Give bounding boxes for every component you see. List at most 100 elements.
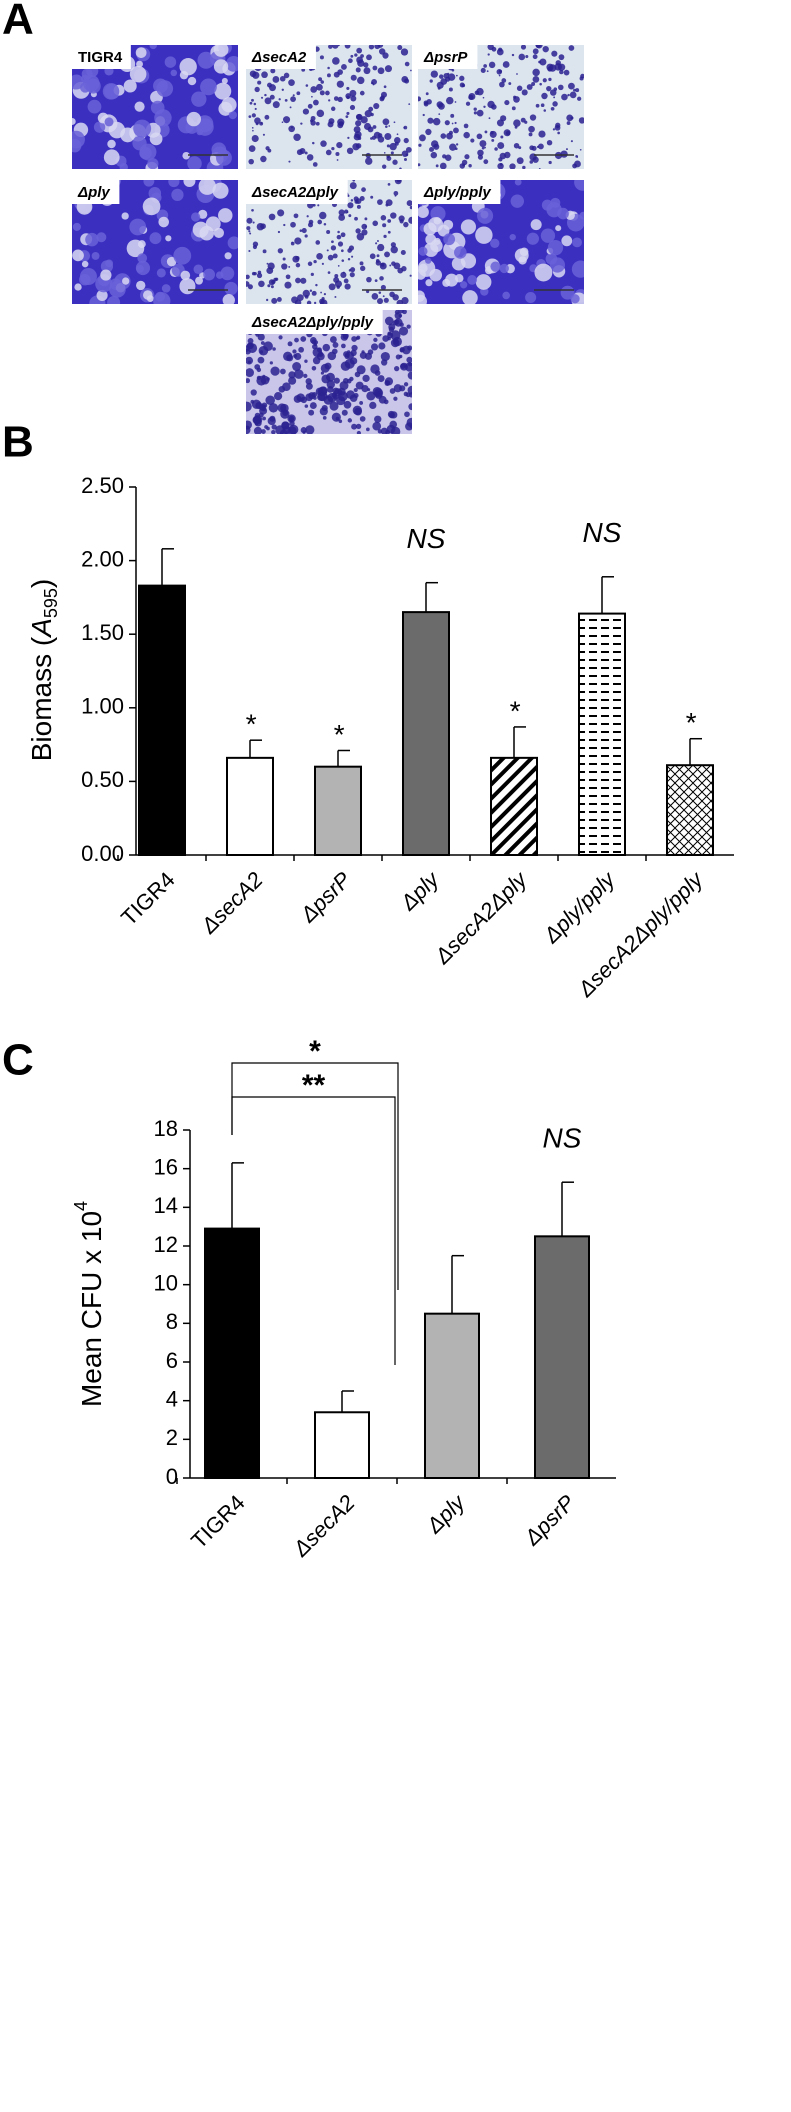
blob: [287, 414, 296, 423]
micrograph: [418, 180, 584, 304]
blob: [369, 401, 377, 410]
blob: [574, 160, 581, 168]
blob: [261, 71, 268, 79]
blob: [356, 47, 363, 54]
blob: [215, 271, 224, 279]
blob: [294, 237, 302, 245]
blob: [311, 366, 317, 371]
x-tick-label: TIGR4: [116, 867, 179, 930]
blob: [370, 81, 374, 85]
blob: [422, 113, 425, 117]
blob: [557, 131, 560, 135]
blob: [222, 294, 235, 304]
x-tick-label: ΔpsrP: [519, 1490, 580, 1551]
y-label-var: A: [26, 618, 57, 639]
blob: [246, 401, 252, 412]
blob: [347, 202, 354, 209]
blob: [331, 106, 336, 111]
blob: [567, 93, 570, 97]
blob: [328, 45, 333, 49]
blob: [285, 274, 291, 280]
blob: [317, 204, 320, 207]
blob: [298, 346, 305, 353]
blob: [324, 362, 332, 370]
blob: [294, 337, 299, 343]
blob: [165, 235, 172, 242]
blob: [287, 341, 293, 347]
micrograph: [246, 45, 412, 169]
blob: [246, 345, 250, 352]
blob: [476, 87, 484, 96]
blob: [465, 101, 471, 106]
blob: [346, 111, 350, 115]
blob: [555, 225, 562, 232]
blob: [475, 226, 493, 244]
blob: [336, 80, 344, 88]
blob: [282, 382, 291, 391]
blob: [538, 60, 541, 64]
blob: [273, 392, 283, 401]
label-bg: [246, 45, 316, 69]
blob: [528, 132, 533, 137]
blob: [305, 84, 309, 87]
blob: [246, 217, 253, 224]
blob: [129, 65, 147, 83]
panel-letter: C: [2, 1036, 34, 1085]
blob: [578, 117, 584, 124]
blob: [187, 76, 197, 86]
blob: [361, 350, 365, 354]
blob: [325, 90, 330, 96]
blob: [449, 143, 457, 151]
blob: [74, 283, 82, 291]
blob: [354, 53, 358, 57]
blob: [559, 69, 564, 75]
blob: [142, 197, 161, 216]
blob: [139, 146, 152, 160]
blob: [488, 61, 496, 69]
blob: [269, 84, 276, 92]
blob: [425, 128, 432, 136]
blob: [397, 45, 403, 51]
blob: [356, 232, 365, 241]
blob: [393, 137, 401, 144]
blob: [350, 349, 357, 356]
blob: [331, 45, 339, 49]
blob: [246, 425, 250, 430]
bar: [314, 1411, 370, 1480]
blob: [560, 285, 575, 300]
blob: [362, 374, 370, 382]
blob: [530, 219, 542, 231]
blob: [387, 230, 391, 234]
blob: [256, 272, 263, 279]
blob: [211, 142, 227, 158]
blob: [246, 368, 254, 377]
blob: [376, 240, 379, 242]
blob: [548, 77, 552, 82]
bar: [666, 764, 714, 857]
micrograph: [418, 45, 584, 169]
blob: [262, 416, 266, 421]
blob: [483, 159, 489, 165]
y-tick-label: 12: [154, 1232, 178, 1257]
blob: [354, 199, 359, 204]
blob: [388, 125, 391, 127]
blob: [376, 254, 380, 258]
blob: [247, 338, 254, 344]
blob: [462, 290, 478, 304]
blob: [521, 89, 528, 96]
blob: [378, 291, 382, 294]
blob: [363, 62, 369, 68]
blob: [378, 342, 386, 350]
blob: [107, 139, 116, 149]
blob: [214, 82, 232, 100]
blob: [399, 385, 406, 392]
blob: [269, 94, 275, 100]
blob: [267, 148, 272, 153]
blob: [221, 77, 228, 84]
blob: [445, 96, 454, 105]
blob: [122, 277, 130, 285]
blob: [577, 96, 582, 101]
blob: [439, 162, 447, 169]
blob: [372, 220, 379, 227]
image-label: TIGR4: [78, 49, 123, 66]
